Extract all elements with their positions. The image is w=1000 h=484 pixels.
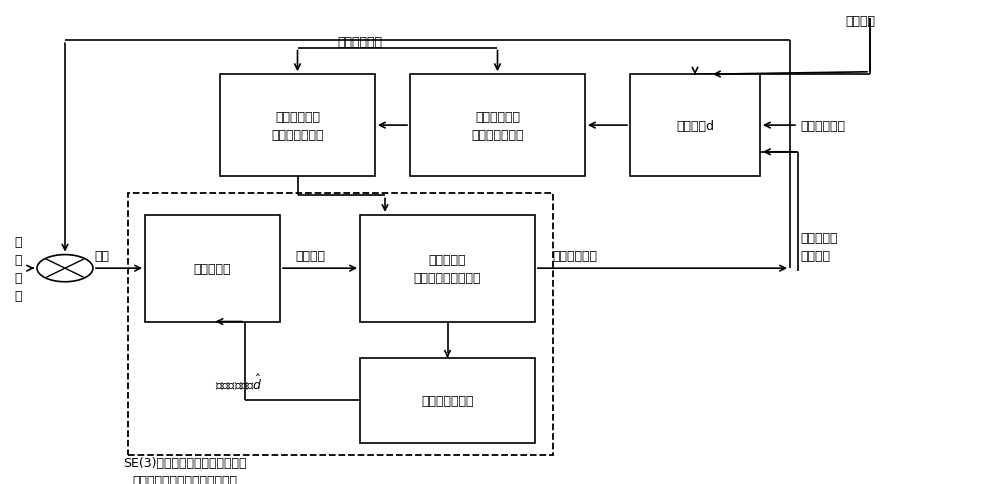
Bar [410, 75, 585, 177]
Bar [630, 75, 760, 177]
Text: 空间环境干扰: 空间环境干扰 [800, 120, 845, 132]
Text: 追踪星运动学
动力学（柔性）: 追踪星运动学 动力学（柔性） [471, 110, 524, 141]
Text: 控制输入: 控制输入 [295, 249, 325, 262]
Text: 空间环境干扰: 空间环境干扰 [338, 35, 382, 48]
Text: 相对运动学
动力学（集成干扰）: 相对运动学 动力学（集成干扰） [414, 253, 481, 284]
Text: 质量、惯量
不确定性: 质量、惯量 不确定性 [800, 231, 838, 262]
Bar [220, 75, 375, 177]
Text: 扩张干扰观测器: 扩张干扰观测器 [421, 394, 474, 407]
Text: 期
望
位
姿: 期 望 位 姿 [14, 235, 22, 302]
Bar [360, 358, 535, 443]
Bar [360, 215, 535, 322]
Bar [128, 194, 553, 455]
Text: 目标星运动学
动力学（刚性）: 目标星运动学 动力学（刚性） [271, 110, 324, 141]
Text: 集总干扰估计$\hat{d}$: 集总干扰估计$\hat{d}$ [215, 372, 263, 391]
Text: SE(3)上基于扩张干扰观测器的柔
性航天器姿轨一体化跟踪控制器: SE(3)上基于扩张干扰观测器的柔 性航天器姿轨一体化跟踪控制器 [123, 456, 247, 484]
Text: 集总干扰d: 集总干扰d [676, 120, 714, 132]
Text: 柔性振动: 柔性振动 [845, 15, 875, 28]
Text: 相对状态变量: 相对状态变量 [552, 249, 597, 262]
Text: 跟踪控制器: 跟踪控制器 [194, 262, 231, 275]
Bar [145, 215, 280, 322]
Text: 误差: 误差 [94, 249, 110, 262]
